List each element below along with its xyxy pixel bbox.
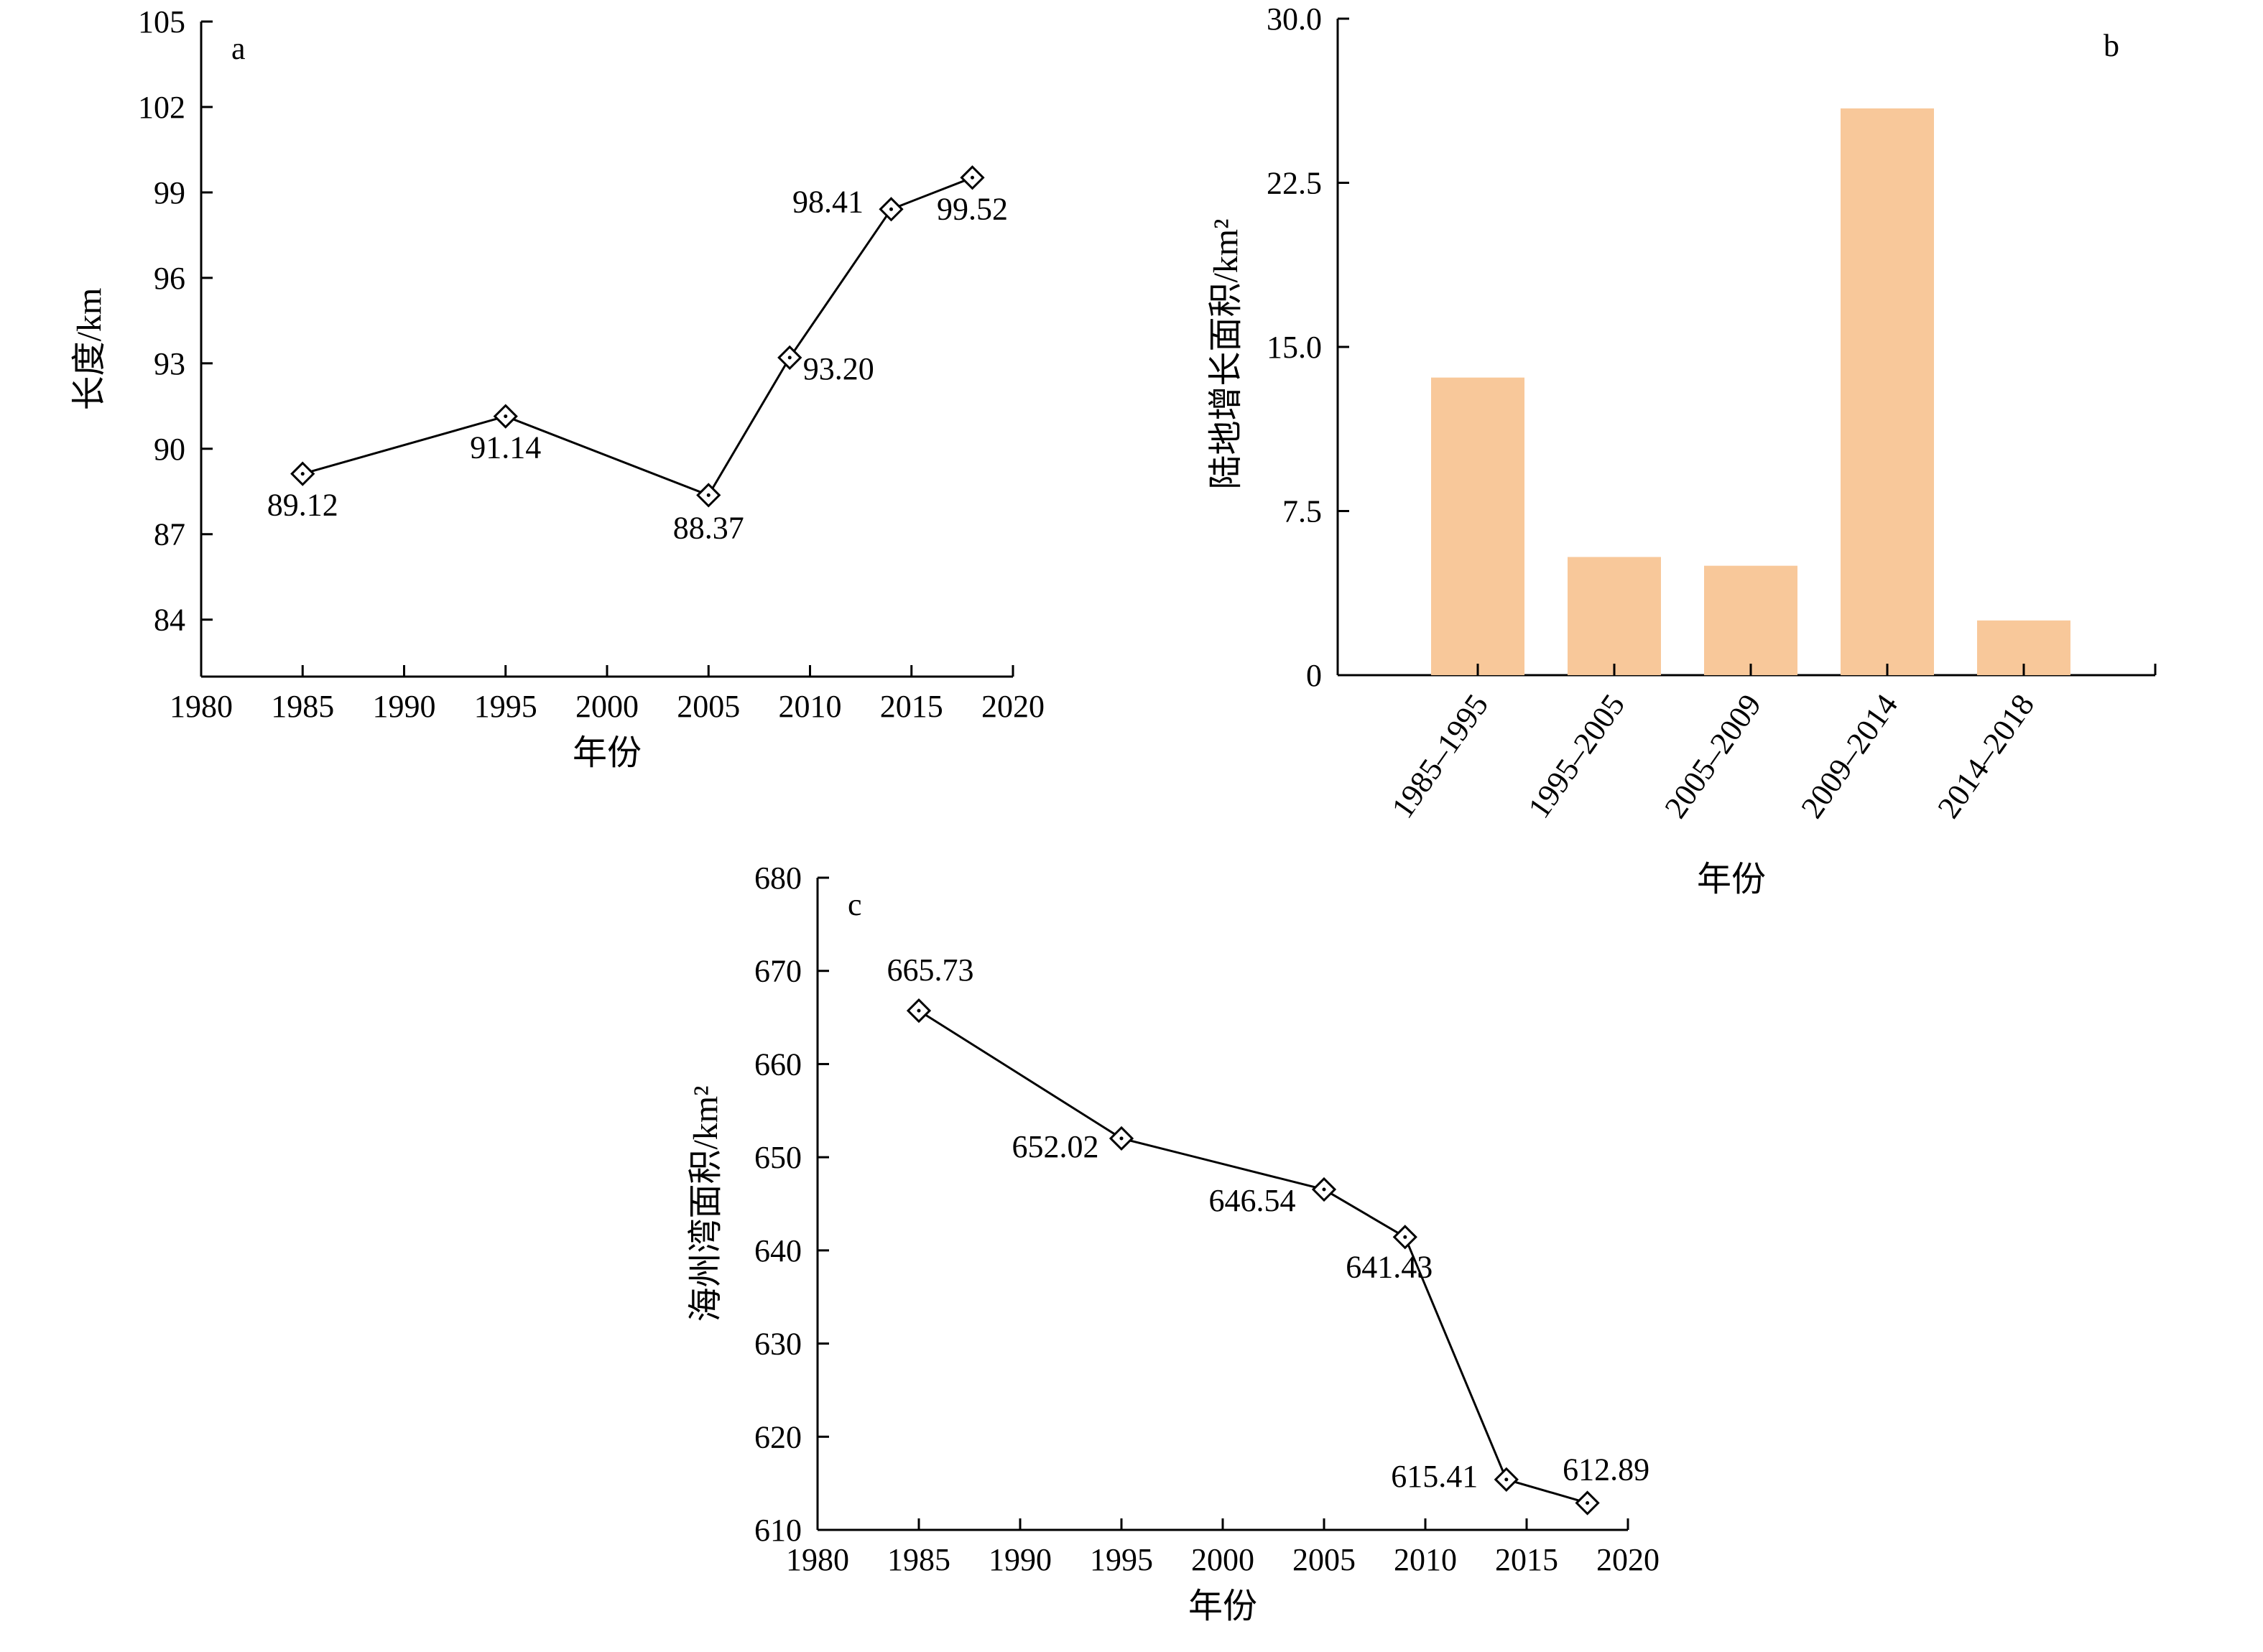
x-tick-label: 1985	[271, 689, 334, 724]
panel-a-length-chart: 1980 1985 1990 1995 2000 2005 2010 2015 2020 84 87…	[70, 4, 1045, 772]
x-tick-label: 2005–2009	[1657, 688, 1768, 825]
panel-letter: a	[231, 31, 246, 66]
data-label: 615.41	[1391, 1459, 1478, 1494]
y-axis-title: 陆地增长面积/km²	[1207, 218, 1245, 489]
data-label: 646.54	[1209, 1183, 1296, 1218]
y-tick-label: 87	[154, 517, 185, 552]
data-label: 652.02	[1012, 1129, 1099, 1164]
x-tick-label: 2014–2018	[1930, 688, 2041, 825]
x-tick-label: 2005	[677, 689, 740, 724]
x-tick-label: 2010	[1394, 1542, 1457, 1577]
data-label: 665.73	[887, 952, 974, 988]
data-label: 89.12	[267, 488, 338, 523]
x-tick-label: 1985	[887, 1542, 950, 1577]
y-tick-label: 640	[754, 1233, 802, 1268]
bar	[1704, 565, 1797, 675]
x-axis-title: 年份	[1188, 1587, 1257, 1625]
x-tick-label: 2000	[575, 689, 639, 724]
y-tick-label: 620	[754, 1419, 802, 1454]
x-tick-label: 1990	[373, 689, 436, 724]
data-label: 612.89	[1563, 1452, 1649, 1488]
data-point-center	[504, 414, 508, 419]
series-line	[918, 1009, 1588, 1504]
y-tick-label: 630	[754, 1327, 802, 1362]
x-tick-label: 2005	[1292, 1542, 1356, 1577]
data-point-center	[1504, 1477, 1509, 1482]
data-label: 91.14	[470, 430, 541, 465]
data-point-center	[1586, 1501, 1590, 1505]
panel-letter: b	[2104, 28, 2119, 63]
y-tick-label: 22.5	[1267, 166, 1322, 201]
y-tick-label: 0	[1306, 658, 1322, 693]
x-tick-label: 2020	[981, 689, 1045, 724]
x-tick-label: 1980	[170, 689, 233, 724]
panel-b-land-growth-chart: 0 7.5 15.0 22.5 30.0 1985–1995 1995–2005 2005–2…	[1207, 1, 2157, 899]
data-label: 88.37	[673, 510, 744, 545]
data-point-center	[1403, 1235, 1407, 1239]
y-tick-label: 99	[154, 175, 185, 210]
data-label: 93.20	[803, 351, 874, 386]
data-label: 99.52	[937, 191, 1008, 226]
y-tick-label: 30.0	[1267, 1, 1322, 37]
x-axis-title: 年份	[1697, 860, 1766, 899]
y-tick-label: 105	[138, 4, 185, 40]
y-tick-label: 96	[154, 261, 185, 296]
x-tick-label: 2010	[779, 689, 842, 724]
y-tick-label: 90	[154, 432, 185, 467]
data-point-center	[787, 356, 792, 360]
data-point-center	[889, 207, 893, 211]
x-tick-label: 2000	[1191, 1542, 1254, 1577]
x-tick-label: 2020	[1596, 1542, 1660, 1577]
y-tick-label: 7.5	[1282, 494, 1322, 529]
bar	[1431, 377, 1524, 675]
x-tick-label: 1995	[1090, 1542, 1153, 1577]
y-tick-label: 102	[138, 90, 185, 125]
data-label: 641.43	[1346, 1249, 1433, 1284]
data-point-center	[300, 472, 305, 476]
bar	[1841, 108, 1934, 675]
y-axis-title: 海州湾面积/km²	[687, 1085, 725, 1322]
x-tick-label: 1990	[989, 1542, 1052, 1577]
y-tick-label: 610	[754, 1513, 802, 1548]
y-tick-label: 660	[754, 1047, 802, 1082]
data-point-center	[1119, 1136, 1124, 1141]
data-point-center	[971, 175, 974, 180]
y-tick-label: 15.0	[1267, 330, 1322, 365]
data-point-center	[1322, 1187, 1326, 1192]
data-point-center	[917, 1008, 921, 1013]
data-point-center	[706, 493, 711, 497]
x-tick-label: 2009–2014	[1794, 688, 1905, 825]
y-axis-title: 长度/km	[70, 288, 108, 411]
x-axis-title: 年份	[573, 734, 642, 772]
y-tick-label: 650	[754, 1140, 802, 1175]
data-label: 98.41	[792, 184, 864, 219]
x-tick-label: 1980	[786, 1542, 849, 1577]
x-tick-label: 2015	[1495, 1542, 1558, 1577]
bar	[1568, 557, 1661, 675]
x-tick-label: 1985–1995	[1384, 688, 1495, 825]
x-tick-label: 1995–2005	[1521, 688, 1632, 825]
y-tick-label: 680	[754, 860, 802, 896]
y-tick-label: 84	[154, 603, 185, 638]
y-tick-label: 670	[754, 954, 802, 989]
y-tick-label: 93	[154, 346, 185, 381]
x-tick-label: 1995	[474, 689, 537, 724]
panel-c-bay-area-chart: 1980 1985 1990 1995 2000 2005 2010 2015 2020 610 6…	[687, 860, 1660, 1625]
x-tick-label: 2015	[880, 689, 943, 724]
series-line	[302, 176, 973, 497]
panel-letter: c	[848, 887, 862, 922]
